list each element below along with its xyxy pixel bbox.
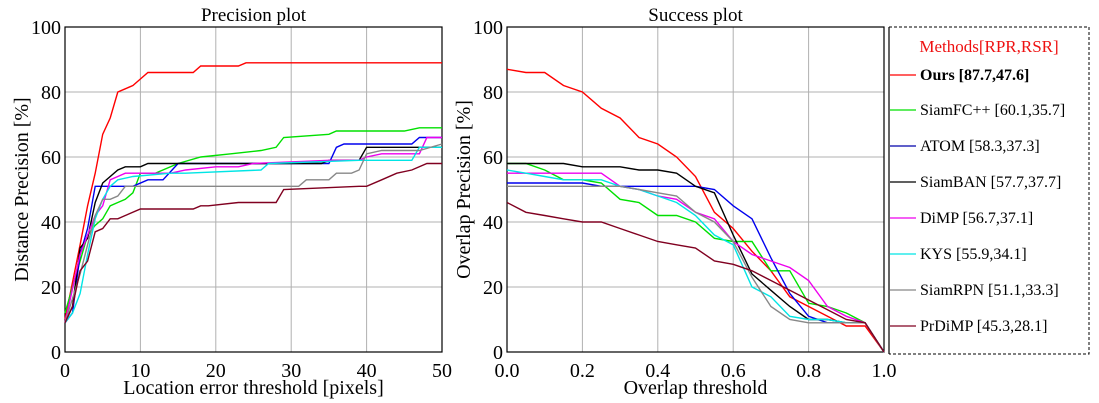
x-tick-label: 1.0 <box>872 360 897 382</box>
y-tick-label: 60 <box>483 147 503 169</box>
y-tick-label: 60 <box>41 147 61 169</box>
legend-item: SiamRPN [51.1,33.3] <box>890 282 1059 299</box>
legend-label: ATOM [58.3,37.3] <box>920 138 1040 155</box>
series-line-ours <box>64 62 442 320</box>
series-line-atom <box>64 136 442 324</box>
series-line-kys <box>64 146 442 324</box>
legend-item: Ours [87.7,47.6] <box>890 67 1029 84</box>
plot-frame <box>64 26 443 353</box>
x-tick-label: 0.6 <box>721 360 746 382</box>
legend-label: Ours [87.7,47.6] <box>920 67 1029 84</box>
y-tick-label: 20 <box>41 277 61 299</box>
legend-label: SiamFC++ [60.1,35.7] <box>920 102 1065 119</box>
x-tick-label: 40 <box>357 360 377 382</box>
x-tick-label: 0.0 <box>495 360 520 382</box>
chart-title: Success plot <box>648 5 743 26</box>
y-tick-label: 100 <box>31 17 61 39</box>
x-tick-label: 0.8 <box>796 360 821 382</box>
series-line-prdimp <box>506 201 885 353</box>
legend: Methods[RPR,RSR] Ours [87.7,47.6] SiamFC++… <box>888 26 1090 355</box>
x-tick-label: 0.2 <box>570 360 595 382</box>
legend-item: PrDiMP [45.3,28.1] <box>890 318 1047 335</box>
x-tick-label: 10 <box>130 360 150 382</box>
x-axis-label: Location error threshold [pixels] <box>123 377 383 399</box>
legend-item: SiamFC++ [60.1,35.7] <box>890 102 1065 119</box>
x-tick-label: 50 <box>432 360 452 382</box>
y-tick-label: 0 <box>51 342 61 364</box>
legend-item: KYS [55.9,34.1] <box>890 246 1027 263</box>
series-line-dimp <box>64 136 442 323</box>
y-tick-label: 40 <box>483 212 503 234</box>
y-tick-label: 0 <box>493 342 503 364</box>
plot-frame <box>506 26 885 353</box>
chart-title: Precision plot <box>201 5 307 26</box>
legend-item: DiMP [56.7,37.1] <box>890 210 1033 227</box>
legend-item: ATOM [58.3,37.3] <box>890 138 1040 155</box>
series-line-siamban <box>507 162 885 353</box>
series-line-siamrpn <box>507 185 885 353</box>
legend-label: SiamRPN [51.1,33.3] <box>920 282 1059 299</box>
y-axis-label: Overlap Precision [%] <box>453 100 475 279</box>
series-line-ours <box>506 68 885 353</box>
legend-title: Methods[RPR,RSR] <box>919 37 1058 56</box>
legend-border <box>889 26 1090 355</box>
y-tick-label: 40 <box>41 212 61 234</box>
series-line-siamban <box>64 146 442 324</box>
legend-label: KYS [55.9,34.1] <box>920 246 1027 263</box>
legend-item: SiamBAN [57.7,37.7] <box>890 174 1061 191</box>
series-line-dimp <box>507 172 885 353</box>
series-line-siamfc- <box>507 162 885 353</box>
x-tick-label: 30 <box>281 360 301 382</box>
series-line-kys <box>506 169 885 353</box>
y-tick-label: 20 <box>483 277 503 299</box>
y-tick-label: 100 <box>473 17 503 39</box>
series-line-siamrpn <box>64 143 443 324</box>
y-axis-label: Distance Precision [%] <box>11 97 33 281</box>
series-line-siamfc- <box>64 127 442 314</box>
y-tick-label: 80 <box>483 82 503 104</box>
x-tick-label: 20 <box>206 360 226 382</box>
legend-label: DiMP [56.7,37.1] <box>920 210 1033 227</box>
legend-label: PrDiMP [45.3,28.1] <box>920 318 1047 335</box>
x-axis-label: Overlap threshold <box>624 377 768 399</box>
series-line-atom <box>507 182 885 353</box>
precision-plot: 0 10 20 30 40 50 0 20 40 60 80 100 Precision plot Loc… <box>11 5 452 399</box>
x-tick-label: 0.4 <box>645 360 670 382</box>
y-tick-label: 80 <box>41 82 61 104</box>
series-line-prdimp <box>64 162 442 324</box>
success-plot: 0.0 0.2 0.4 0.6 0.8 1.0 0 20 40 60 80 100 Success pl… <box>453 5 897 399</box>
x-tick-label: 0 <box>60 360 70 382</box>
legend-label: SiamBAN [57.7,37.7] <box>920 174 1061 191</box>
